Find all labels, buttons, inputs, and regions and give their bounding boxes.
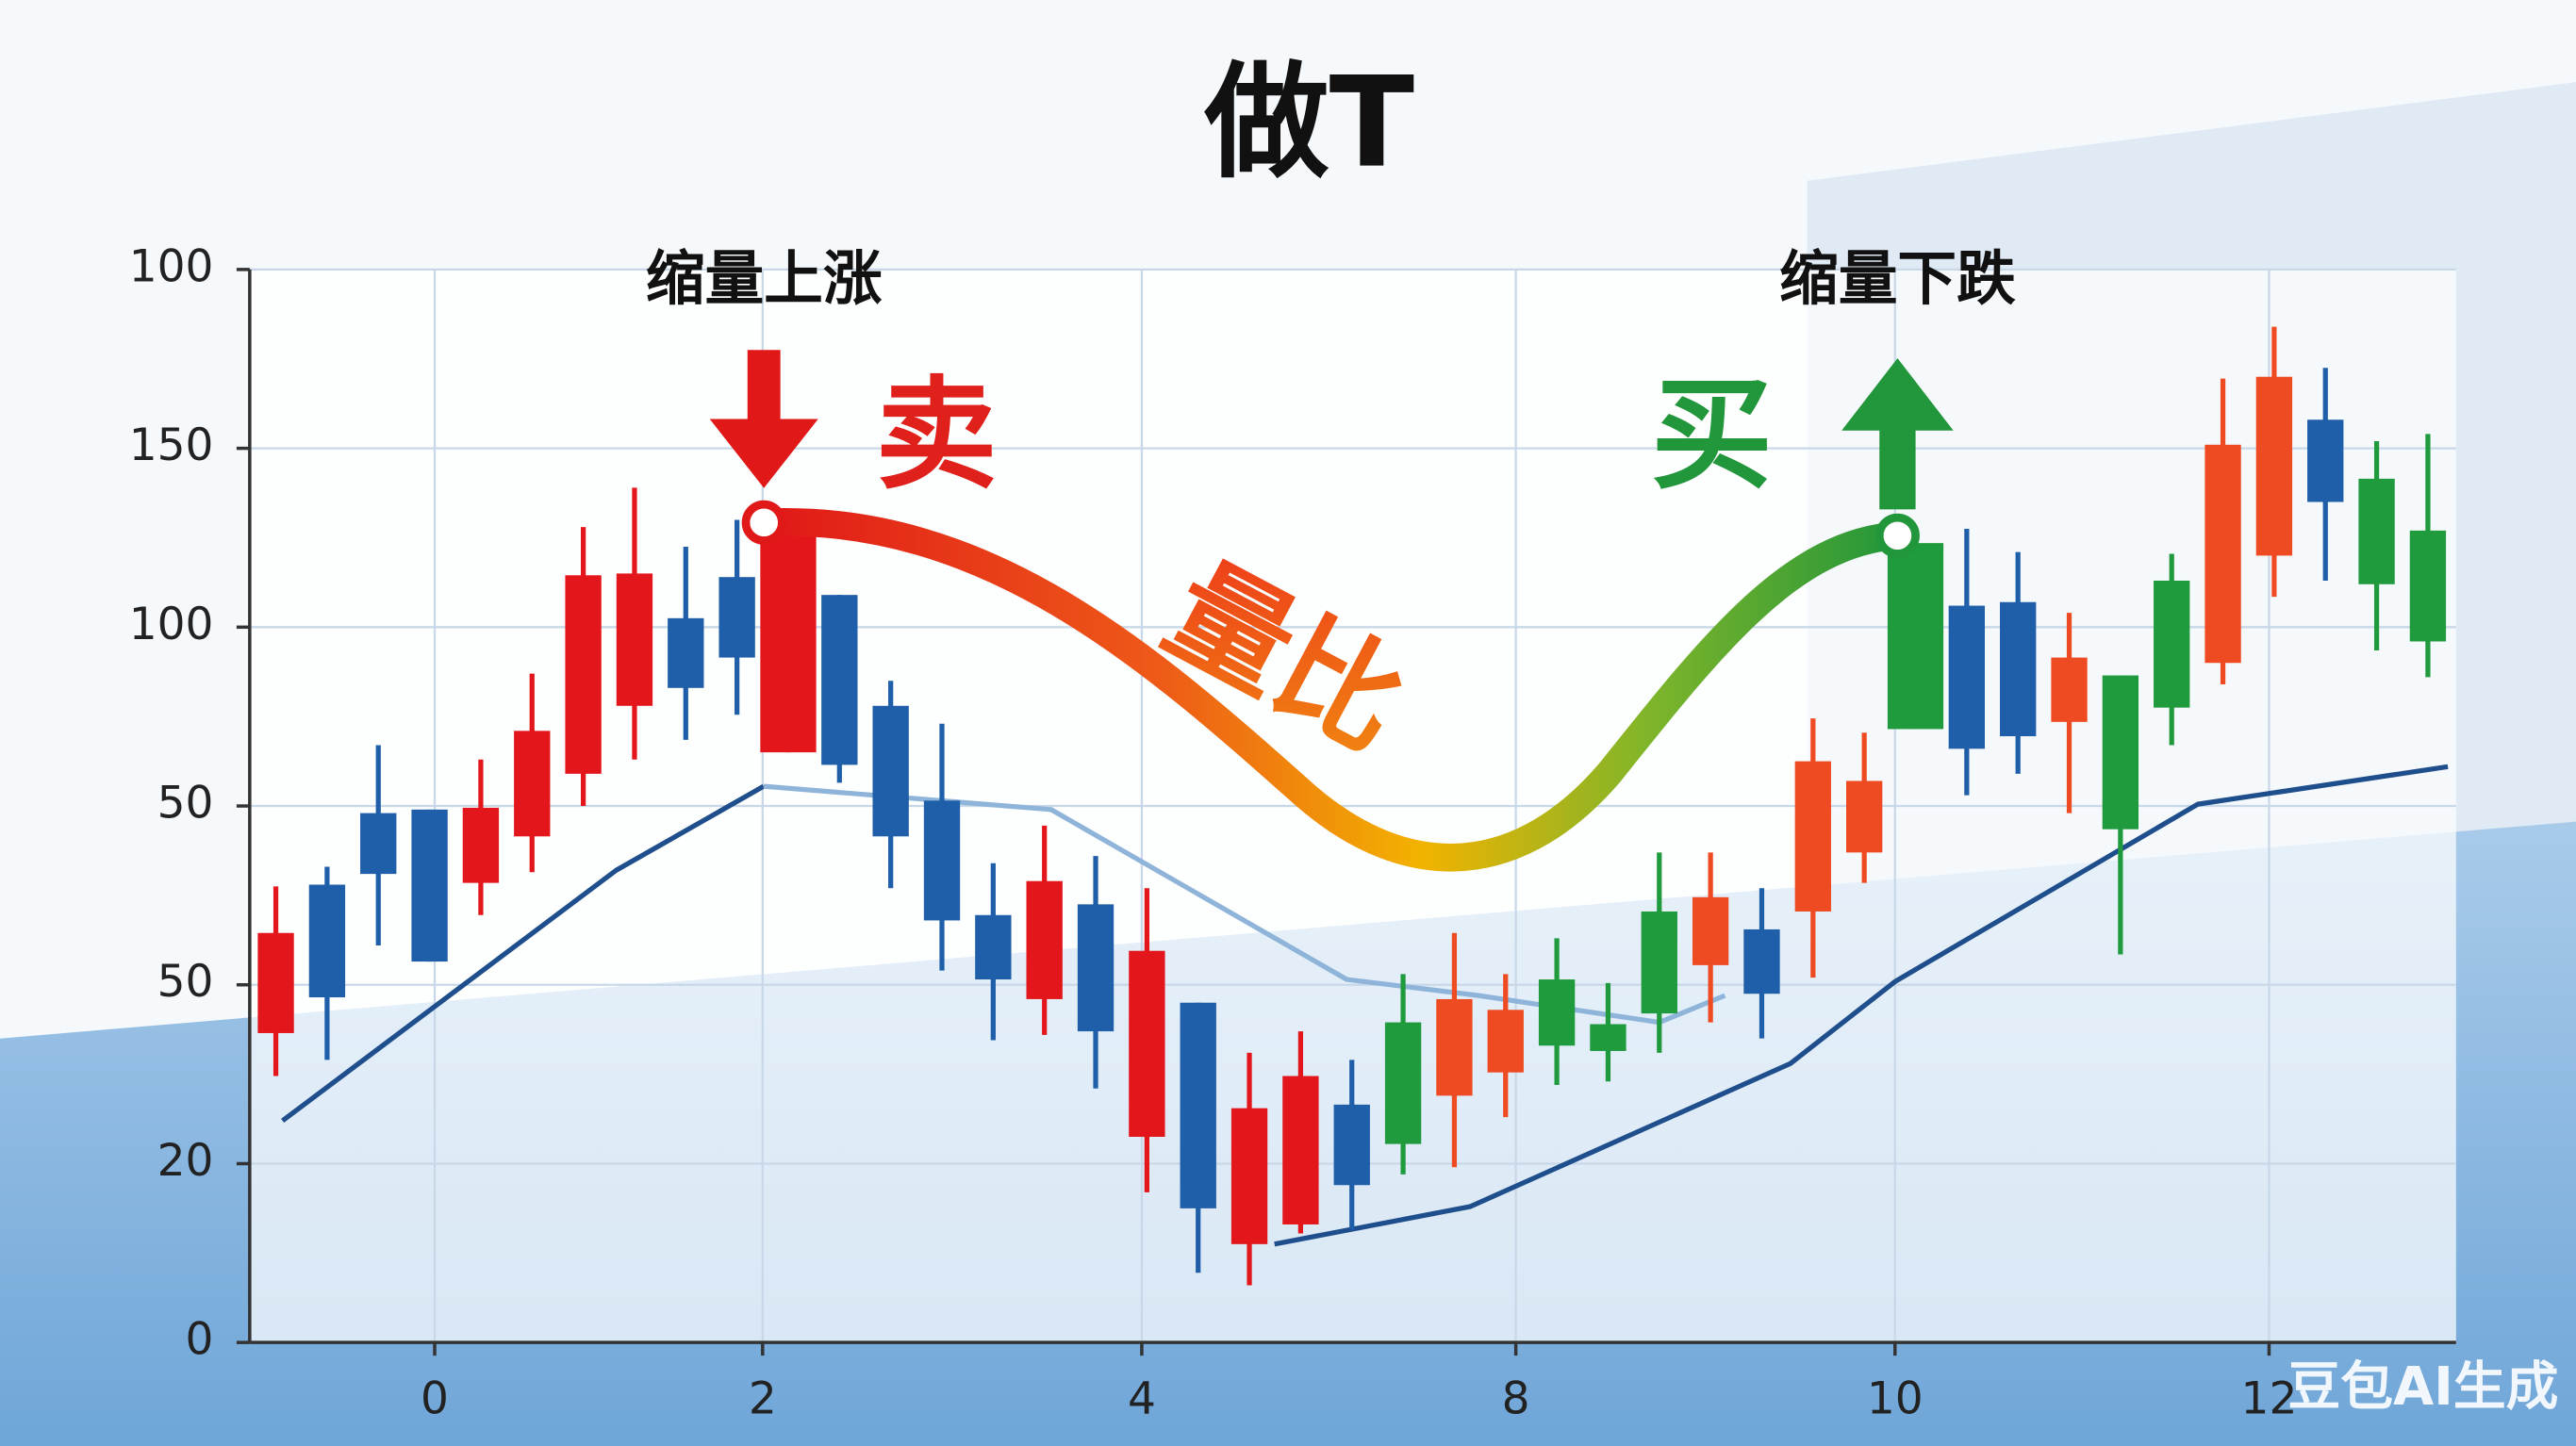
candle-body — [2051, 657, 2088, 722]
watermark: 豆包AI生成 — [2288, 1356, 2559, 1418]
x-tick-label: 4 — [1128, 1372, 1156, 1424]
candle-body — [1948, 605, 1986, 749]
y-tick-label: 100 — [129, 599, 214, 650]
candle-body — [2255, 376, 2293, 556]
candle-body — [308, 884, 346, 998]
candle-body — [2307, 419, 2344, 502]
candles — [257, 326, 2447, 1286]
candle-body — [1692, 896, 1729, 965]
candle-body — [821, 595, 858, 765]
candle-body — [360, 813, 397, 875]
candle-body — [1887, 543, 1944, 730]
candle-body — [1794, 761, 1831, 912]
annotation: 缩量下跌 — [1779, 244, 2016, 313]
x-tick-label: 12 — [2241, 1372, 2298, 1424]
candle-body — [975, 914, 1012, 980]
candle-body — [1282, 1076, 1319, 1224]
candle-body — [1384, 1022, 1422, 1144]
candle-body — [1641, 911, 1677, 1014]
candle-body — [760, 530, 817, 753]
candle-body — [1129, 950, 1165, 1138]
candle-body — [1743, 928, 1780, 994]
sell-label: 卖 — [876, 365, 998, 506]
lines — [281, 764, 2449, 1247]
candle-body — [514, 731, 551, 837]
candle-body — [565, 575, 602, 774]
x-tick-label: 0 — [421, 1372, 449, 1424]
candle-body — [668, 617, 704, 688]
candle-body — [1436, 998, 1473, 1096]
line-series — [763, 783, 1726, 1026]
candle-body — [616, 573, 653, 706]
candle-body — [1180, 1002, 1216, 1208]
candle-body — [411, 809, 448, 962]
y-tick-label: 50 — [157, 778, 214, 830]
candle-body — [872, 705, 909, 837]
candle-body — [257, 932, 294, 1033]
candle-body — [718, 577, 755, 658]
candle-body — [1333, 1104, 1370, 1186]
candle-body — [2204, 444, 2241, 664]
candle-body — [1230, 1108, 1268, 1244]
candle-body — [2154, 580, 2190, 708]
candle-body — [1845, 781, 1883, 853]
x-tick-label: 10 — [1867, 1372, 1924, 1424]
axes: 0 20 50 50 100 150 100 0 2 4 8 10 12 — [129, 240, 2456, 1424]
candle-body — [2358, 478, 2395, 584]
candle-body — [2000, 601, 2037, 737]
annotation: 缩量上涨 — [646, 244, 883, 313]
y-tick-label: 150 — [129, 419, 214, 471]
sell-point — [741, 500, 786, 545]
y-tick-label: 50 — [157, 956, 214, 1008]
candle-body — [923, 800, 961, 921]
y-tick-label: 20 — [157, 1135, 214, 1187]
candle-body — [462, 807, 500, 883]
candle-body — [2102, 675, 2139, 830]
x-tick-label: 8 — [1502, 1372, 1530, 1424]
candle-body — [1590, 1024, 1627, 1051]
chart-title: 做T — [1203, 51, 1414, 196]
line-series — [281, 764, 2449, 1247]
x-tick-label: 2 — [749, 1372, 777, 1424]
candle-body — [2409, 530, 2447, 642]
buy-point — [1874, 513, 1920, 558]
ratio-curve — [750, 508, 1912, 872]
candle-body — [1538, 979, 1576, 1046]
y-tick-label: 100 — [129, 240, 214, 292]
y-tick-label: 0 — [186, 1314, 214, 1366]
candle-body — [1487, 1010, 1524, 1073]
buy-label: 买 — [1651, 365, 1773, 506]
candle-body — [1026, 880, 1063, 999]
buy-arrow — [1841, 358, 1954, 510]
candle-body — [1077, 904, 1115, 1032]
